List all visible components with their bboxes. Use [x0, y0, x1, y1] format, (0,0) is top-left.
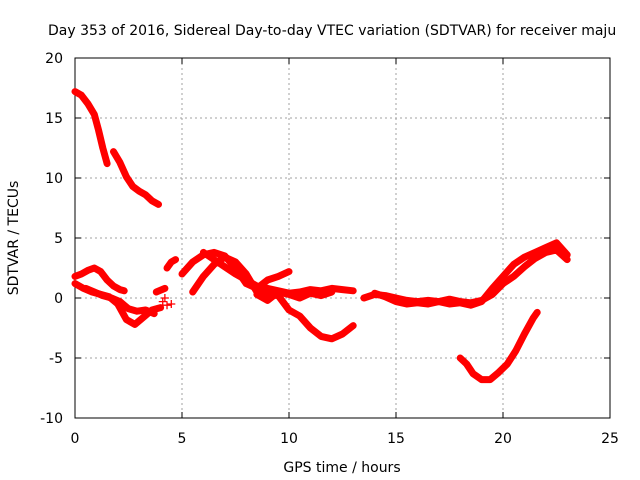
- isolated-points: [158, 294, 176, 310]
- x-axis-label: GPS time / hours: [283, 460, 400, 476]
- y-tick-label: -10: [40, 411, 63, 427]
- y-axis-label: SDTVAR / TECUs: [6, 181, 22, 296]
- x-tick-label: 5: [178, 431, 187, 447]
- x-tick-label: 20: [494, 431, 512, 447]
- series-s7-line: [163, 256, 180, 272]
- series-group: [71, 88, 571, 384]
- x-tick-label: 0: [71, 431, 80, 447]
- plus-marker-point: [163, 301, 172, 310]
- grid: [75, 58, 610, 418]
- y-tick-label: 10: [45, 171, 63, 187]
- series-s1-line: [71, 88, 111, 168]
- series-s3-line: [71, 264, 128, 295]
- series-s5-line: [82, 284, 158, 318]
- series-s6-line: [152, 284, 169, 296]
- series-s13-line: [371, 239, 571, 309]
- series-s14-line: [456, 308, 541, 384]
- y-tick-label: -5: [49, 351, 63, 367]
- x-tick-label: 15: [387, 431, 405, 447]
- series-s2-line: [110, 148, 162, 208]
- y-tick-label: 5: [54, 231, 63, 247]
- x-tick-label: 25: [601, 431, 619, 447]
- y-tick-label: 0: [54, 291, 63, 307]
- chart-title: Day 353 of 2016, Sidereal Day-to-day VTE…: [48, 23, 616, 39]
- y-tick-label: 15: [45, 111, 63, 127]
- plus-marker-point: [160, 294, 169, 302]
- axis-ticks: 0 5 10 15 20 25 -10 -5 0 5 10 15 20: [40, 51, 619, 447]
- series-s11-line: [253, 288, 336, 304]
- x-tick-label: 10: [280, 431, 298, 447]
- plus-marker-point: [167, 300, 176, 308]
- y-tick-label: 20: [45, 51, 63, 67]
- series-s8-line: [178, 248, 293, 292]
